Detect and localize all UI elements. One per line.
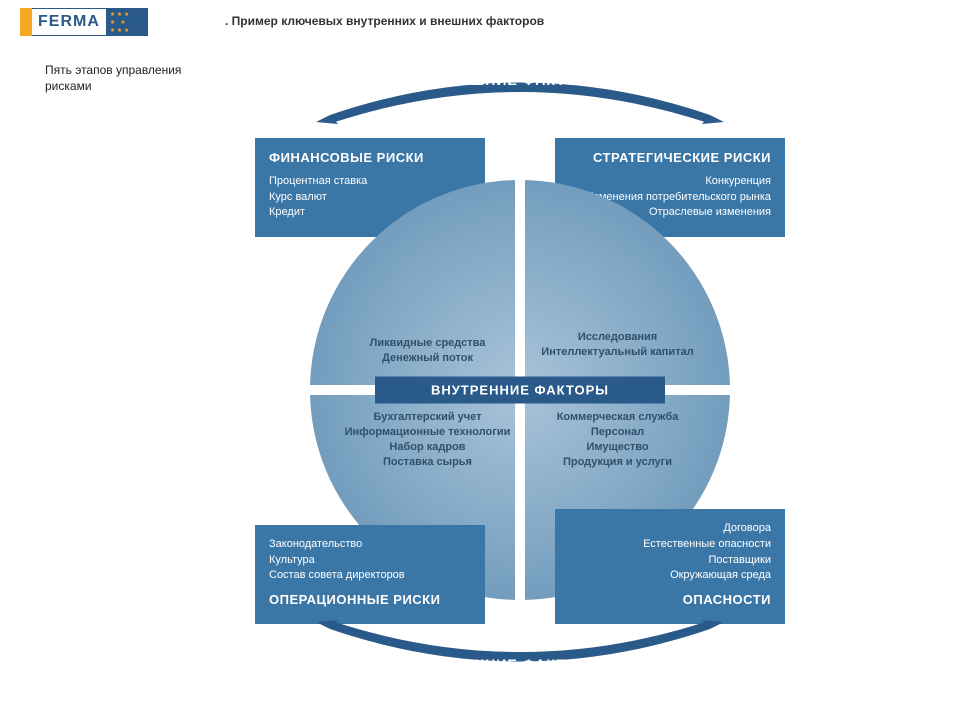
quad-item: Договора — [569, 521, 771, 537]
inner-bl: Бухгалтерский учет Информационные технол… — [340, 410, 515, 469]
quad-title: ОПАСНОСТИ — [569, 592, 771, 608]
inner-tl: Ликвидные средства Денежный поток — [340, 336, 515, 366]
inner-line: Ликвидные средства — [370, 337, 486, 349]
inner-line: Имущество — [586, 441, 648, 453]
quad-item: Поставщики — [569, 553, 771, 569]
quad-item: Культура — [269, 553, 471, 569]
page-title: . Пример ключевых внутренних и внешних ф… — [225, 14, 544, 28]
inner-line: Продукция и услуги — [563, 456, 672, 468]
quad-operational: Законодательство Культура Состав совета … — [255, 525, 485, 624]
logo-text: FERMA — [32, 8, 106, 36]
external-banner-top: ВНЕШНИЕ ФАКТОРЫ — [310, 60, 730, 124]
logo-accent — [20, 8, 32, 36]
quad-item: Естественные опасности — [569, 537, 771, 553]
quad-hazards: Договора Естественные опасности Поставщи… — [555, 509, 785, 624]
quad-item: Состав совета директоров — [269, 568, 471, 584]
quad-item: Конкуренция — [569, 174, 771, 190]
quad-items: Законодательство Культура Состав совета … — [269, 537, 471, 585]
inner-br: Коммерческая служба Персонал Имущество П… — [530, 410, 705, 469]
diagram-stage: ВНЕШНИЕ ФАКТОРЫ ФИНАНСОВЫЕ РИСКИ Процент… — [255, 60, 785, 690]
inner-tr: Исследования Интеллектуальный капитал — [530, 330, 705, 360]
quad-item: Законодательство — [269, 537, 471, 553]
inner-line: Интеллектуальный капитал — [541, 346, 693, 358]
external-banner-bottom: ВНЕШНИЕ ФАКТОРЫ — [310, 620, 730, 684]
inner-line: Исследования — [578, 331, 657, 343]
inner-line: Персонал — [591, 426, 644, 438]
inner-line: Денежный поток — [382, 352, 473, 364]
quad-title: ОПЕРАЦИОННЫЕ РИСКИ — [269, 592, 471, 608]
internal-band: ВНУТРЕННИЕ ФАКТОРЫ — [375, 377, 665, 404]
external-label-bottom: ВНЕШНИЕ ФАКТОРЫ — [310, 656, 730, 672]
quad-item: Процентная ставка — [269, 174, 471, 190]
side-note: Пять этапов управления рисками — [45, 62, 185, 94]
inner-line: Информационные технологии — [345, 426, 511, 438]
external-label-top: ВНЕШНИЕ ФАКТОРЫ — [310, 72, 730, 88]
ferma-logo: FERMA — [20, 8, 148, 36]
inner-line: Поставка сырья — [383, 456, 472, 468]
inner-line: Бухгалтерский учет — [373, 411, 481, 423]
quad-title: СТРАТЕГИЧЕСКИЕ РИСКИ — [569, 150, 771, 166]
quad-item: Окружающая среда — [569, 568, 771, 584]
inner-line: Набор кадров — [389, 441, 465, 453]
quad-items: Договора Естественные опасности Поставщи… — [569, 521, 771, 585]
quad-title: ФИНАНСОВЫЕ РИСКИ — [269, 150, 471, 166]
logo-stars-icon — [106, 8, 148, 36]
inner-line: Коммерческая служба — [557, 411, 679, 423]
